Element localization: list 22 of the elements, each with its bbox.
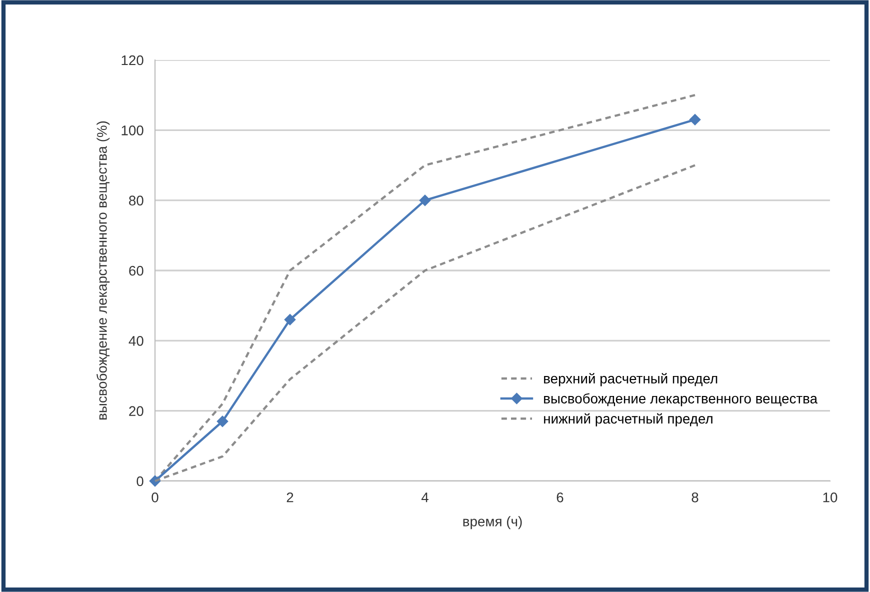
point (419, 194, 431, 206)
y-tick-label: 100 (122, 126, 144, 136)
point (689, 114, 701, 126)
y-axis-title: высвобождение лекарственного вещества (%) (96, 121, 110, 420)
x-tick-label: 2 (286, 492, 294, 502)
y-tick-label: 20 (129, 406, 144, 416)
legend-label: высвобождение лекарственного вещества (544, 393, 818, 406)
x-tick-label: 6 (556, 492, 564, 502)
x-tick-label: 4 (421, 492, 428, 502)
y-tick-label: 0 (136, 476, 144, 486)
x-tick-label: 8 (692, 492, 698, 502)
y-tick-label: 80 (129, 196, 144, 206)
y-tick-label: 60 (129, 266, 144, 276)
y-tick-label: 40 (128, 336, 144, 346)
x-tick-label: 0 (152, 492, 158, 502)
legend-label: нижний расчетный предел (544, 413, 712, 426)
legend-label: верхний расчетный предел (544, 373, 718, 386)
point (216, 416, 228, 427)
point (284, 314, 296, 326)
y-tick-label: 120 (122, 55, 144, 66)
x-axis-title: время (ч) (463, 516, 522, 530)
x-tick-label: 10 (823, 492, 838, 502)
